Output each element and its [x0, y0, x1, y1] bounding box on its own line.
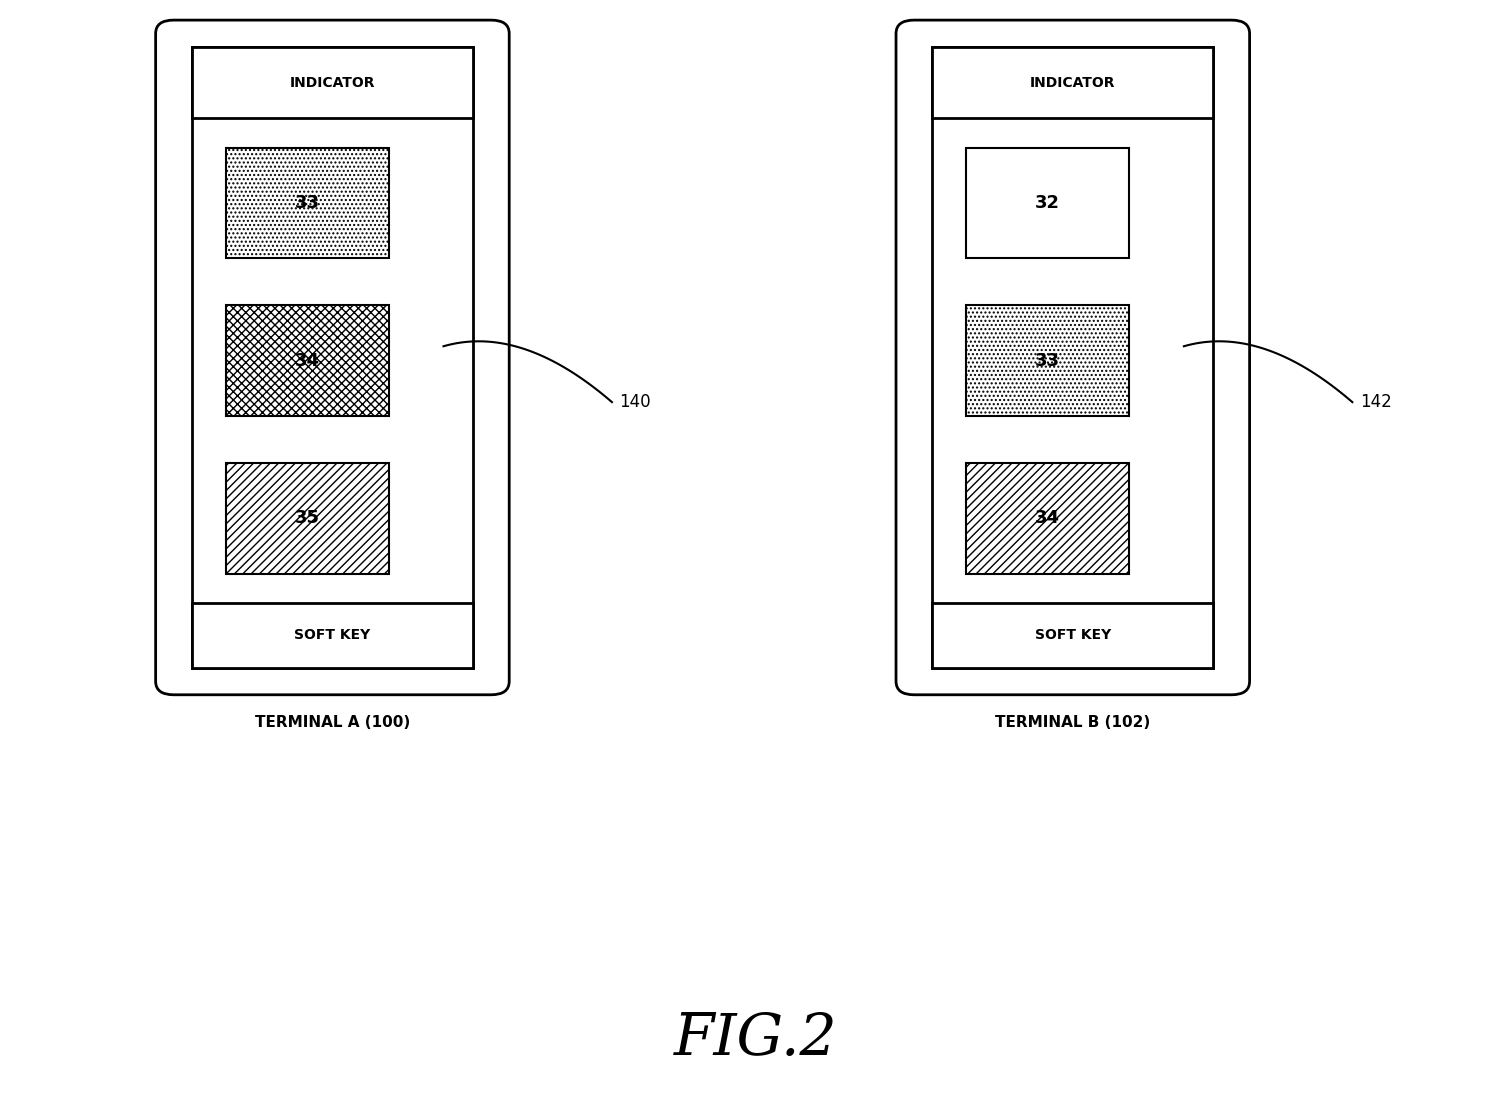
Text: 142: 142	[1360, 393, 1392, 411]
Bar	[192, 47, 473, 118]
Bar	[192, 47, 473, 668]
Text: TERMINAL A (100): TERMINAL A (100)	[255, 715, 409, 729]
Text: FIG.2: FIG.2	[674, 1011, 837, 1067]
Bar	[966, 464, 1129, 573]
Text: 33: 33	[1035, 352, 1061, 370]
Bar	[192, 603, 473, 668]
Bar	[966, 305, 1129, 416]
FancyBboxPatch shape	[156, 20, 509, 695]
Text: 140: 140	[620, 393, 651, 411]
Text: 34: 34	[295, 352, 320, 370]
Text: INDICATOR: INDICATOR	[290, 76, 375, 89]
Text: INDICATOR: INDICATOR	[1031, 76, 1115, 89]
Bar	[932, 47, 1213, 668]
Text: TERMINAL B (102): TERMINAL B (102)	[996, 715, 1150, 729]
Text: SOFT KEY: SOFT KEY	[295, 629, 370, 642]
Bar	[225, 147, 388, 258]
Text: SOFT KEY: SOFT KEY	[1035, 629, 1111, 642]
FancyBboxPatch shape	[896, 20, 1250, 695]
Text: 32: 32	[1035, 193, 1061, 212]
Text: 33: 33	[295, 193, 320, 212]
Bar	[225, 305, 388, 416]
Text: 34: 34	[1035, 509, 1061, 527]
Bar	[225, 464, 388, 573]
Bar	[932, 603, 1213, 668]
Text: 35: 35	[295, 509, 320, 527]
Bar	[932, 47, 1213, 118]
Bar	[966, 147, 1129, 258]
